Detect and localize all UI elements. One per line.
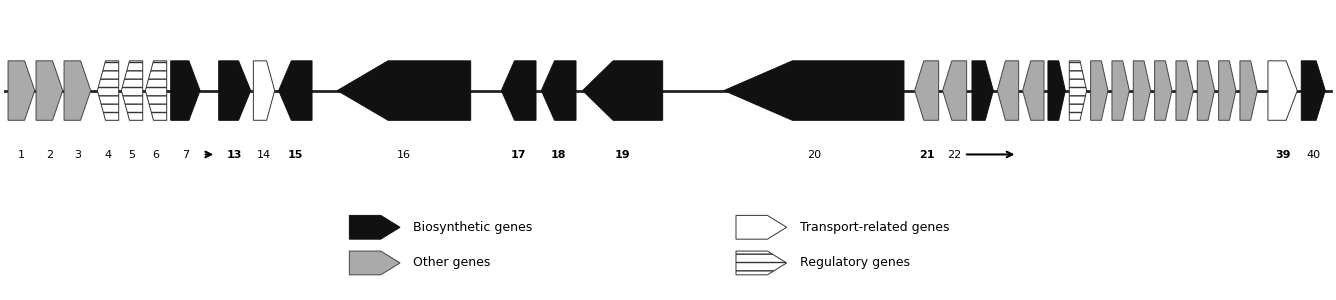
Polygon shape <box>1197 61 1214 120</box>
Text: 6: 6 <box>152 150 159 160</box>
Text: 7: 7 <box>182 150 188 160</box>
Text: 15: 15 <box>287 150 303 160</box>
Text: 40: 40 <box>1307 150 1320 160</box>
Text: 18: 18 <box>550 150 566 160</box>
Polygon shape <box>997 61 1018 120</box>
Polygon shape <box>1240 61 1257 120</box>
Text: 3: 3 <box>73 150 81 160</box>
Text: 16: 16 <box>397 150 411 160</box>
Polygon shape <box>349 215 399 239</box>
Text: 17: 17 <box>510 150 526 160</box>
Text: 2: 2 <box>45 150 53 160</box>
Polygon shape <box>1112 61 1129 120</box>
Polygon shape <box>279 61 313 120</box>
Text: 39: 39 <box>1275 150 1291 160</box>
Polygon shape <box>943 61 967 120</box>
Polygon shape <box>1301 61 1325 120</box>
Polygon shape <box>915 61 939 120</box>
Text: Other genes: Other genes <box>413 256 490 269</box>
Polygon shape <box>36 61 63 120</box>
Polygon shape <box>582 61 663 120</box>
Polygon shape <box>122 61 143 120</box>
Polygon shape <box>1154 61 1172 120</box>
Polygon shape <box>219 61 251 120</box>
Text: 13: 13 <box>227 150 242 160</box>
Polygon shape <box>349 251 399 275</box>
Polygon shape <box>8 61 35 120</box>
Text: 1: 1 <box>17 150 25 160</box>
Text: 21: 21 <box>919 150 934 160</box>
Text: 5: 5 <box>128 150 135 160</box>
Polygon shape <box>98 61 119 120</box>
Text: Regulatory genes: Regulatory genes <box>800 256 910 269</box>
Polygon shape <box>1090 61 1108 120</box>
Polygon shape <box>171 61 200 120</box>
Polygon shape <box>1176 61 1193 120</box>
Text: 14: 14 <box>257 150 271 160</box>
Polygon shape <box>254 61 275 120</box>
Polygon shape <box>501 61 536 120</box>
Text: Transport-related genes: Transport-related genes <box>800 221 950 234</box>
Polygon shape <box>64 61 91 120</box>
Polygon shape <box>1047 61 1065 120</box>
Text: 19: 19 <box>615 150 631 160</box>
Polygon shape <box>736 251 787 275</box>
Polygon shape <box>724 61 904 120</box>
Polygon shape <box>541 61 576 120</box>
Text: 20: 20 <box>807 150 822 160</box>
Polygon shape <box>146 61 167 120</box>
Text: 22: 22 <box>947 150 962 160</box>
Polygon shape <box>338 61 470 120</box>
Text: Biosynthetic genes: Biosynthetic genes <box>413 221 533 234</box>
Polygon shape <box>736 215 787 239</box>
Polygon shape <box>1268 61 1297 120</box>
Polygon shape <box>973 61 993 120</box>
Polygon shape <box>1218 61 1236 120</box>
Text: 4: 4 <box>104 150 112 160</box>
Polygon shape <box>1133 61 1150 120</box>
Polygon shape <box>1022 61 1043 120</box>
Polygon shape <box>1069 61 1086 120</box>
